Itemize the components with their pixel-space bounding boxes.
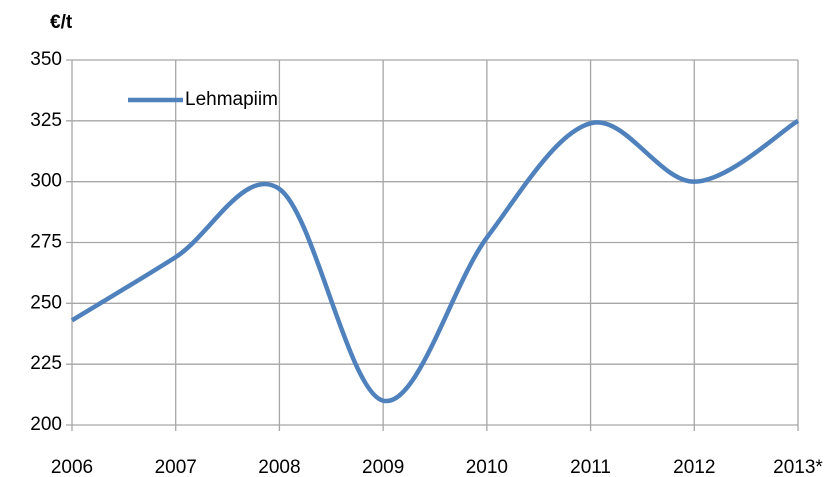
series-line [70,118,800,403]
x-tick-label: 2009 [362,457,404,477]
y-tick-label: 200 [30,414,62,435]
y-tick-label: 225 [30,353,62,374]
x-tick-label: 2010 [466,457,508,477]
y-tick-label: 350 [30,49,62,70]
x-tick-label: 2008 [258,457,300,477]
legend-label: Lehmapiim [185,89,278,110]
y-tick-label: 325 [30,110,62,131]
x-tick-label: 2012 [673,457,715,477]
y-tick-label: 250 [30,292,62,313]
x-tick-label: 2007 [155,457,197,477]
y-tick-label: 300 [30,171,62,192]
x-tick-label: 2011 [570,457,611,477]
y-tick-label: 275 [30,232,62,253]
x-tick-label: 2006 [51,457,93,477]
y-axis-title: €/t [50,12,73,33]
x-tick-label: 2013* [773,457,823,477]
